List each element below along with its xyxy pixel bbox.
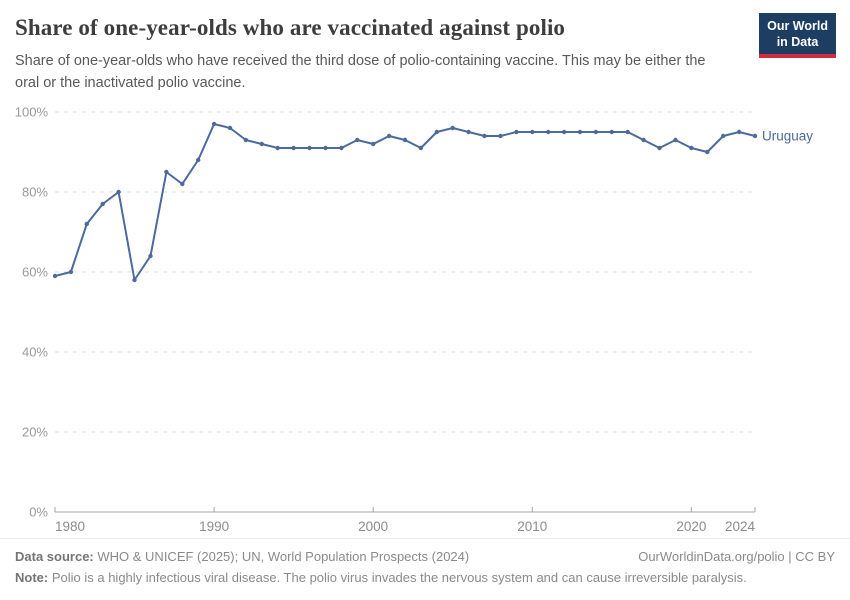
page-title: Share of one-year-olds who are vaccinate… xyxy=(15,15,566,40)
owid-logo-line2: in Data xyxy=(776,35,819,50)
uruguay-trend-line[interactable] xyxy=(54,123,756,281)
data-point[interactable] xyxy=(482,133,487,139)
note-label: Note: xyxy=(15,569,49,585)
series-label-uruguay[interactable]: Uruguay xyxy=(762,129,813,144)
data-point[interactable] xyxy=(530,129,535,135)
data-source-label: Data source: xyxy=(15,549,94,564)
data-point[interactable] xyxy=(355,137,360,143)
data-point[interactable] xyxy=(721,133,726,139)
data-point[interactable] xyxy=(641,137,646,143)
data-point[interactable] xyxy=(705,149,710,155)
data-point[interactable] xyxy=(371,141,376,147)
data-point[interactable] xyxy=(736,129,742,135)
data-point[interactable] xyxy=(657,145,662,151)
y-axis-tick-label: 80% xyxy=(22,185,48,200)
data-point[interactable] xyxy=(291,145,296,151)
x-axis-tick-label: 1990 xyxy=(199,519,229,534)
chart-subtitle: Share of one-year-olds who have received… xyxy=(15,53,706,91)
data-point[interactable] xyxy=(339,145,344,151)
y-axis-tick-label: 0% xyxy=(29,505,48,520)
data-point[interactable] xyxy=(625,129,630,135)
data-point[interactable] xyxy=(52,273,58,279)
data-point[interactable] xyxy=(68,269,74,275)
note-text: Polio is a highly infectious viral disea… xyxy=(51,569,747,585)
data-point[interactable] xyxy=(100,201,105,207)
data-point[interactable] xyxy=(164,169,169,175)
x-axis-tick-label: 2000 xyxy=(358,519,388,534)
data-point[interactable] xyxy=(593,129,599,135)
x-axis-tick-label: 2010 xyxy=(517,519,547,534)
data-point[interactable] xyxy=(259,141,264,147)
data-point[interactable] xyxy=(450,125,455,131)
owid-logo[interactable]: Our World in Data xyxy=(759,13,836,58)
data-source-text: WHO & UNICEF (2025); UN, World Populatio… xyxy=(97,549,470,564)
data-point[interactable] xyxy=(418,145,424,151)
x-axis-tick-label: 2020 xyxy=(676,519,706,534)
x-axis-tick-label: 2024 xyxy=(725,519,756,534)
data-point[interactable] xyxy=(498,133,503,139)
data-point[interactable] xyxy=(132,277,137,283)
data-point[interactable] xyxy=(116,189,121,195)
data-point[interactable] xyxy=(466,129,471,135)
data-point[interactable] xyxy=(180,181,185,187)
data-point[interactable] xyxy=(752,133,758,139)
data-point[interactable] xyxy=(386,133,392,139)
data-point[interactable] xyxy=(673,137,678,143)
y-axis-tick-label: 40% xyxy=(22,345,48,360)
owid-logo-line1: Our World xyxy=(767,19,828,33)
note-line: Note: Polio is a highly infectious viral… xyxy=(15,568,835,589)
data-point[interactable] xyxy=(434,129,439,135)
data-point[interactable] xyxy=(196,157,201,163)
data-point[interactable] xyxy=(211,121,217,127)
y-axis-tick-label: 20% xyxy=(22,425,48,440)
data-point[interactable] xyxy=(275,145,280,151)
data-point[interactable] xyxy=(514,129,519,135)
data-point[interactable] xyxy=(546,129,551,135)
data-point[interactable] xyxy=(609,129,614,135)
data-source-line: Data source: WHO & UNICEF (2025); UN, Wo… xyxy=(15,547,469,568)
data-point[interactable] xyxy=(689,145,694,151)
data-point[interactable] xyxy=(402,137,408,143)
data-point[interactable] xyxy=(561,129,567,135)
y-axis-tick-label: 100% xyxy=(15,105,49,120)
data-point[interactable] xyxy=(307,145,312,151)
data-point[interactable] xyxy=(243,137,249,143)
chart-footer: Data source: WHO & UNICEF (2025); UN, Wo… xyxy=(0,538,850,589)
data-point[interactable] xyxy=(148,253,153,259)
data-point[interactable] xyxy=(84,221,90,227)
data-point[interactable] xyxy=(227,125,233,131)
data-point[interactable] xyxy=(577,129,583,135)
license-attribution[interactable]: OurWorldinData.org/polio | CC BY xyxy=(638,549,835,564)
x-axis-tick-label: 1980 xyxy=(55,519,85,534)
data-point[interactable] xyxy=(323,145,328,151)
y-axis-tick-label: 60% xyxy=(22,265,48,280)
